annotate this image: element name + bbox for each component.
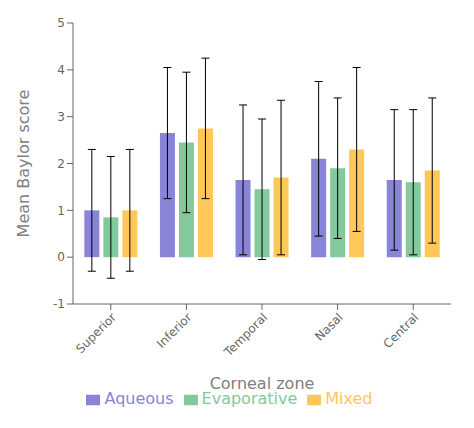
svg-text:Central: Central	[381, 310, 422, 351]
svg-text:Inferior: Inferior	[154, 310, 195, 351]
svg-text:Temporal: Temporal	[221, 310, 270, 359]
svg-text:Superior: Superior	[73, 310, 119, 356]
html-text:Mixed: Mixed	[325, 389, 373, 408]
html-text:Aqueous: Aqueous	[104, 389, 174, 408]
svg-text:3: 3	[57, 110, 65, 124]
svg-text:2: 2	[57, 157, 65, 171]
svg-text:1: 1	[57, 204, 65, 218]
svg-text:Mean Baylor score: Mean Baylor score	[14, 90, 33, 238]
svg-text:4: 4	[57, 63, 65, 77]
html-text:Evaporative: Evaporative	[201, 389, 298, 408]
svg-text:0: 0	[57, 250, 65, 264]
svg-text:Nasal: Nasal	[312, 310, 345, 343]
svg-text:-1: -1	[53, 297, 65, 311]
svg-text:5: 5	[57, 16, 65, 30]
svg-text:Corneal zone: Corneal zone	[210, 374, 315, 393]
